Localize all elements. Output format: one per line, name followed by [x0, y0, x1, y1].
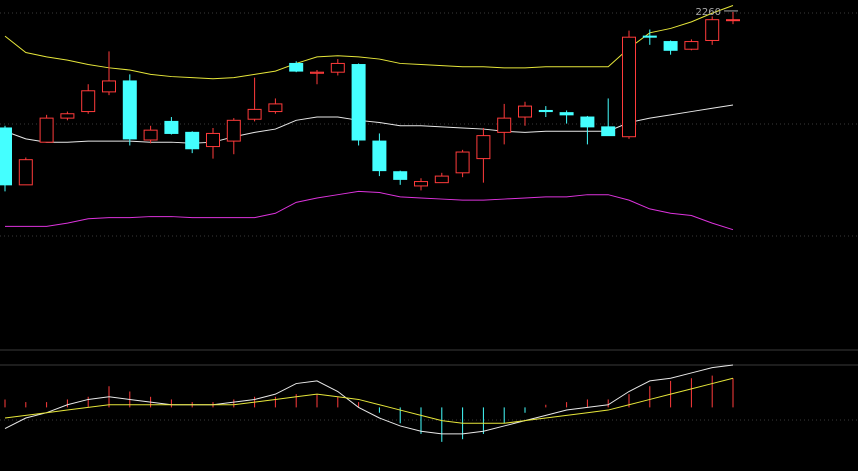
- candle-body: [330, 62, 345, 73]
- candle-body: [476, 135, 491, 160]
- candle: [705, 16, 720, 45]
- candle: [518, 101, 532, 126]
- candle-body: [0, 127, 12, 186]
- candle: [414, 178, 428, 191]
- candle-body: [414, 181, 428, 187]
- candle-body: [39, 117, 54, 143]
- candle-body: [226, 119, 241, 142]
- candle: [185, 131, 200, 154]
- upper-band-line: [4, 4, 734, 80]
- candle-body: [206, 132, 220, 148]
- candle-body: [622, 36, 636, 138]
- candle: [60, 111, 75, 121]
- candle: [351, 63, 366, 146]
- candle-body: [60, 113, 75, 119]
- candle: [81, 84, 96, 114]
- candle: [310, 70, 324, 85]
- lower-band-line: [5, 190, 734, 231]
- candle-body: [684, 41, 699, 50]
- candle-body: [497, 117, 512, 133]
- candle: [538, 106, 553, 118]
- candle-body: [122, 80, 137, 140]
- candle-body: [518, 105, 532, 118]
- indicator-dea-line: [4, 377, 734, 424]
- candles: [0, 12, 740, 192]
- candle-body: [289, 62, 304, 72]
- candle-body: [434, 175, 449, 184]
- candle: [206, 127, 220, 159]
- candle: [164, 117, 179, 135]
- candle: [226, 118, 241, 155]
- candle: [642, 29, 657, 45]
- candle-body: [663, 41, 678, 51]
- candle-body: [538, 109, 553, 113]
- candle-body: [164, 120, 179, 134]
- candle: [39, 114, 54, 143]
- candle: [372, 133, 387, 177]
- candle-body: [102, 80, 116, 93]
- candle: [622, 30, 636, 139]
- candle: [663, 40, 678, 55]
- candle: [0, 125, 12, 192]
- high-price-marker: 2260: [696, 7, 738, 18]
- candle-body: [18, 159, 33, 186]
- indicator-diff-line: [4, 364, 734, 435]
- candle: [289, 61, 304, 73]
- high-price-label: 2260: [696, 7, 721, 18]
- candle: [393, 170, 408, 185]
- candle-body: [143, 129, 158, 141]
- candle: [559, 110, 574, 124]
- grid-lines: [0, 12, 858, 421]
- candle-body: [705, 19, 720, 41]
- candle: [684, 39, 699, 51]
- candle-body: [393, 171, 408, 180]
- candle: [122, 74, 137, 146]
- candle-body: [455, 151, 470, 174]
- candle: [476, 127, 491, 183]
- candle: [102, 51, 116, 96]
- candle-body: [559, 112, 574, 116]
- candle: [455, 149, 470, 178]
- candle: [434, 172, 449, 184]
- candle: [18, 157, 33, 186]
- candle-body: [726, 19, 740, 22]
- candle-body: [81, 90, 96, 113]
- candle: [330, 59, 345, 76]
- candle: [268, 98, 283, 114]
- candle-body: [580, 116, 595, 128]
- candle-body: [351, 64, 366, 141]
- candle-body: [247, 108, 262, 120]
- candle-body: [310, 71, 324, 74]
- candle: [601, 98, 616, 137]
- candle: [580, 115, 595, 145]
- candle-body: [185, 131, 200, 150]
- candle: [726, 12, 740, 25]
- candle: [247, 77, 262, 122]
- candle-body: [601, 126, 616, 137]
- candle: [143, 125, 158, 144]
- candle-body: [642, 35, 657, 38]
- candle-body: [372, 140, 387, 172]
- candle-body: [268, 103, 283, 113]
- candle: [497, 103, 512, 145]
